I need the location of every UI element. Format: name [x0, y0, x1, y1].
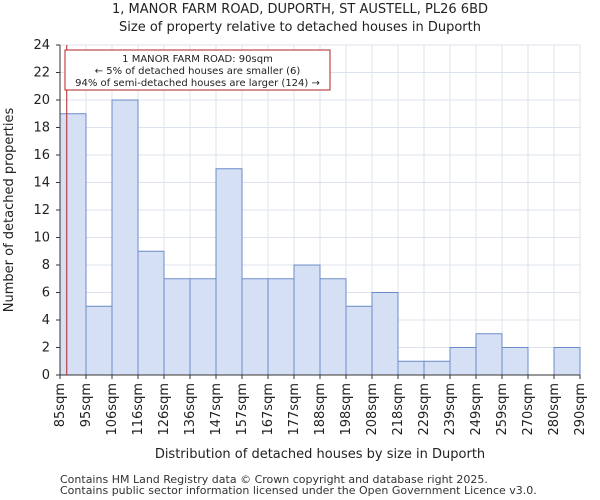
footer-licence: Contains public sector information licen… [60, 484, 537, 497]
bar-208sqm [371, 292, 399, 376]
x-tick-label: 157sqm [235, 383, 250, 436]
x-tick-label: 229sqm [417, 383, 432, 436]
bar-239sqm [449, 347, 477, 376]
y-tick-label: 0 [42, 368, 50, 383]
bar-126sqm [163, 278, 191, 376]
bar-147sqm [215, 168, 243, 376]
footer-copyright: Contains HM Land Registry data © Crown c… [60, 473, 488, 486]
bar-116sqm [137, 250, 165, 376]
y-tick-label: 16 [33, 148, 50, 163]
x-tick-label: 126sqm [157, 383, 172, 436]
chart-subtitle: Size of property relative to detached ho… [119, 20, 481, 35]
x-tick-label: 218sqm [391, 383, 406, 436]
x-tick-label: 290sqm [573, 383, 588, 436]
x-tick-label: 167sqm [261, 383, 276, 436]
bar-249sqm [475, 333, 503, 376]
x-tick-label: 239sqm [443, 383, 458, 436]
x-tick-label: 259sqm [495, 383, 510, 436]
bar-136sqm [189, 278, 217, 376]
bar-280sqm [553, 347, 581, 376]
x-tick-label: 198sqm [339, 383, 354, 436]
bar-85sqm [59, 113, 87, 376]
bar-106sqm [111, 99, 139, 376]
x-tick-label: 85sqm [53, 383, 68, 427]
chart-title-address: 1, MANOR FARM ROAD, DUPORTH, ST AUSTELL,… [111, 2, 489, 17]
annotation-line-1: 1 MANOR FARM ROAD: 90sqm [122, 54, 273, 65]
annotation-line-2: ← 5% of detached houses are smaller (6) [95, 66, 301, 77]
y-tick-label: 2 [42, 341, 50, 356]
annotation-line-3: 94% of semi-detached houses are larger (… [75, 78, 320, 89]
y-tick-label: 8 [42, 258, 50, 273]
x-tick-label: 95sqm [79, 383, 94, 427]
y-tick-label: 14 [33, 176, 50, 191]
bar-95sqm [85, 305, 113, 376]
x-tick-label: 249sqm [469, 383, 484, 436]
x-tick-labels: 85sqm 95sqm 106sqm 116sqm 126sqm 136sqm 147sqm… [53, 375, 588, 436]
y-tick-label: 24 [33, 38, 50, 53]
y-tick-label: 22 [33, 66, 50, 81]
y-tick-label: 20 [33, 93, 50, 108]
bar-229sqm [423, 360, 451, 376]
x-tick-label: 208sqm [365, 383, 380, 436]
bars [59, 99, 581, 376]
y-tick-label: 10 [33, 231, 50, 246]
bar-218sqm [397, 360, 425, 376]
x-tick-label: 177sqm [287, 383, 302, 436]
x-tick-label: 280sqm [547, 383, 562, 436]
bar-157sqm [241, 278, 269, 376]
y-tick-label: 18 [33, 121, 50, 136]
x-axis-label: Distribution of detached houses by size … [155, 447, 485, 462]
y-tick-label: 6 [42, 286, 50, 301]
x-tick-label: 136sqm [183, 383, 198, 436]
y-tick-label: 12 [33, 203, 50, 218]
bar-188sqm [319, 278, 347, 376]
y-axis-label: Number of detached properties [2, 108, 17, 313]
bar-259sqm [501, 347, 529, 376]
x-tick-label: 188sqm [313, 383, 328, 436]
bar-198sqm [345, 305, 373, 376]
x-tick-label: 270sqm [521, 383, 536, 436]
annotation-box: 1 MANOR FARM ROAD: 90sqm ← 5% of detache… [64, 49, 331, 91]
x-tick-label: 116sqm [131, 383, 146, 436]
bar-167sqm [267, 278, 295, 376]
x-tick-label: 147sqm [209, 383, 224, 436]
annotation-border [64, 49, 331, 91]
y-tick-label: 4 [42, 313, 50, 328]
x-tick-label: 106sqm [105, 383, 120, 436]
bar-177sqm [293, 264, 321, 376]
